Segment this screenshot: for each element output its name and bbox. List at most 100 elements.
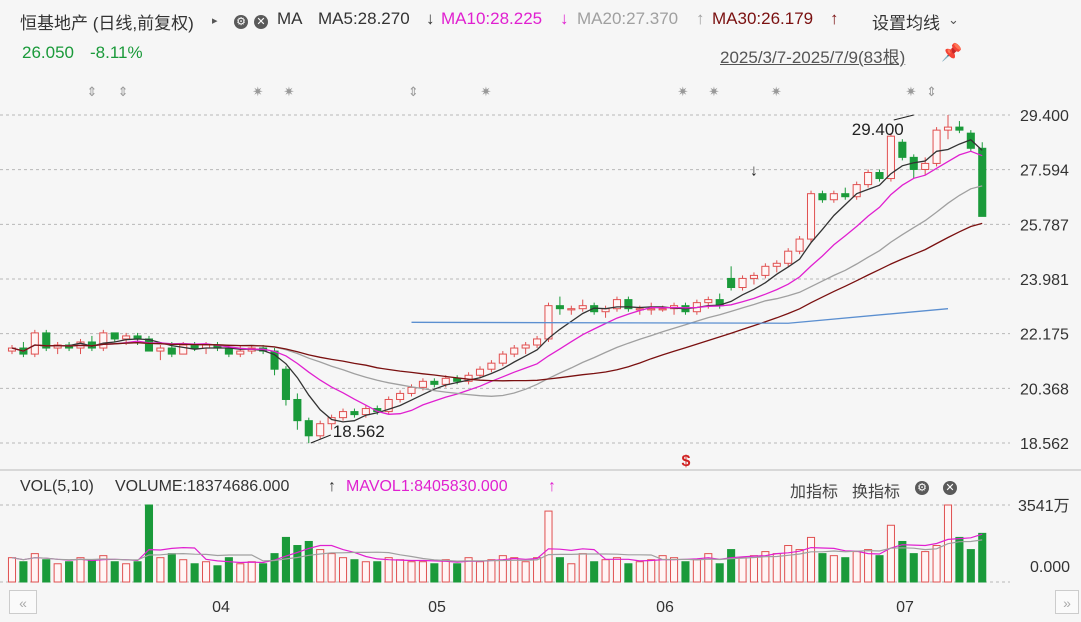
event-mark-icon: ⇕ xyxy=(118,84,129,99)
candle-body xyxy=(898,141,907,158)
candle-body xyxy=(567,308,576,311)
volume-bar xyxy=(475,561,485,583)
y-tick-label: 20.368 xyxy=(1020,381,1069,398)
gear-icon[interactable]: ⚙ xyxy=(915,479,929,497)
candle-body xyxy=(475,368,485,376)
volume-bar xyxy=(818,553,827,583)
x-tick-label: 07 xyxy=(896,599,914,616)
candle-body xyxy=(122,335,131,340)
candle-body xyxy=(521,344,530,349)
candle-body xyxy=(338,411,348,419)
signal-s-icon: $ xyxy=(682,453,691,470)
volume-bar xyxy=(635,561,644,583)
candle-body xyxy=(943,126,953,131)
price-value: 26.050 xyxy=(22,43,74,62)
volume-bar xyxy=(304,540,313,583)
candle-body xyxy=(658,308,667,311)
volume-bar xyxy=(418,561,427,583)
volume-bar xyxy=(213,565,222,583)
volume-bar xyxy=(647,559,656,583)
volume-bar xyxy=(864,549,873,583)
volume-bar xyxy=(555,557,564,583)
add-indicator-button[interactable]: 加指标 xyxy=(790,484,839,501)
volume-bar xyxy=(133,561,142,583)
volume-bar xyxy=(704,553,713,583)
candle-body xyxy=(784,250,793,264)
arrow-down-icon: ↓ xyxy=(426,9,435,28)
close-icon[interactable]: ✕ xyxy=(254,11,268,31)
volume-bar xyxy=(601,559,610,583)
volume-bar xyxy=(396,559,405,583)
candle-body xyxy=(281,368,290,400)
candle-body xyxy=(875,172,884,180)
volume-bar xyxy=(270,553,279,583)
volume-bar xyxy=(167,553,176,583)
reference-line xyxy=(411,308,949,324)
volume-bar xyxy=(156,557,165,583)
ma5-value: MA5:28.270 xyxy=(318,9,410,28)
pin-icon[interactable]: 📌 xyxy=(941,43,963,62)
candle-body xyxy=(533,338,542,346)
event-mark-icon: ✷ xyxy=(480,84,491,99)
volume-bar xyxy=(453,563,462,583)
event-mark-icon: ⇕ xyxy=(926,84,937,99)
candle-body xyxy=(407,386,416,394)
candle-body xyxy=(612,299,622,310)
chevron-down-icon[interactable]: ⌄ xyxy=(948,12,959,27)
gear-icon[interactable]: ⚙ xyxy=(234,11,248,31)
candle-body xyxy=(361,408,370,416)
ma-lines xyxy=(11,139,983,423)
title-dropdown-icon[interactable]: ▸ xyxy=(212,15,218,27)
candle-body xyxy=(167,347,176,355)
candle-body xyxy=(110,332,119,340)
volume-bar xyxy=(441,559,450,583)
volume-bar xyxy=(875,555,884,583)
low-arrow xyxy=(310,434,331,444)
volume-bar xyxy=(487,559,496,583)
volume-bar xyxy=(179,559,188,583)
date-range[interactable]: 2025/3/7-2025/7/9(83根) xyxy=(720,48,906,67)
candle-body xyxy=(955,126,964,131)
y-tick-label: 23.981 xyxy=(1020,272,1069,289)
event-mark-icon: ⇕ xyxy=(87,84,98,99)
candle-body xyxy=(738,277,747,289)
vol-label: VOL(5,10) xyxy=(20,478,94,495)
volume-bar xyxy=(327,553,336,583)
ma10-line xyxy=(11,150,983,415)
candle-body xyxy=(30,332,39,355)
volume-bar xyxy=(384,557,393,583)
event-mark-icon: ✷ xyxy=(905,84,916,99)
volume-bar xyxy=(521,561,530,583)
candle-body xyxy=(829,193,838,201)
arrow-up-icon: ↑ xyxy=(548,478,556,495)
ma5-line xyxy=(11,139,983,423)
volume-bar xyxy=(544,510,553,583)
volume-bar xyxy=(852,551,861,583)
switch-indicator-button[interactable]: 换指标 xyxy=(852,484,901,501)
stock-title[interactable]: 恒基地产 (日线,前复权) xyxy=(20,14,194,33)
ma20-line xyxy=(11,185,983,397)
event-marks: ⇕ ⇕ ✷ ✷ ⇕ ✷ ✷ ✷ ✷ ✷ ⇕ $ xyxy=(87,84,938,470)
volume-bar xyxy=(715,563,724,583)
candle-body xyxy=(818,193,827,201)
volume-bar xyxy=(259,563,268,583)
volume-bar xyxy=(122,563,131,583)
volume-bar xyxy=(921,551,930,583)
scroll-left-button[interactable]: « xyxy=(9,590,37,614)
x-tick-label: 04 xyxy=(212,599,230,616)
candle-body xyxy=(578,305,587,310)
candle-body xyxy=(886,135,895,180)
volume-bar xyxy=(841,557,850,583)
event-mark-icon: ✷ xyxy=(252,84,263,99)
volume-bar xyxy=(224,557,233,583)
chart-header: 恒基地产 (日线,前复权) ▸ ⚙ ✕ MA MA5:28.270 ↓ MA10… xyxy=(0,0,1081,67)
close-icon[interactable]: ✕ xyxy=(943,479,957,497)
y-tick-label: 22.175 xyxy=(1020,327,1069,344)
volume-bar xyxy=(829,555,838,583)
volume-bar xyxy=(338,557,348,583)
ma20-value: MA20:27.370 xyxy=(577,9,679,28)
settings-ma-button[interactable]: 设置均线 xyxy=(872,14,940,33)
scroll-right-button[interactable]: » xyxy=(1055,590,1079,614)
volume-bar xyxy=(190,563,199,583)
